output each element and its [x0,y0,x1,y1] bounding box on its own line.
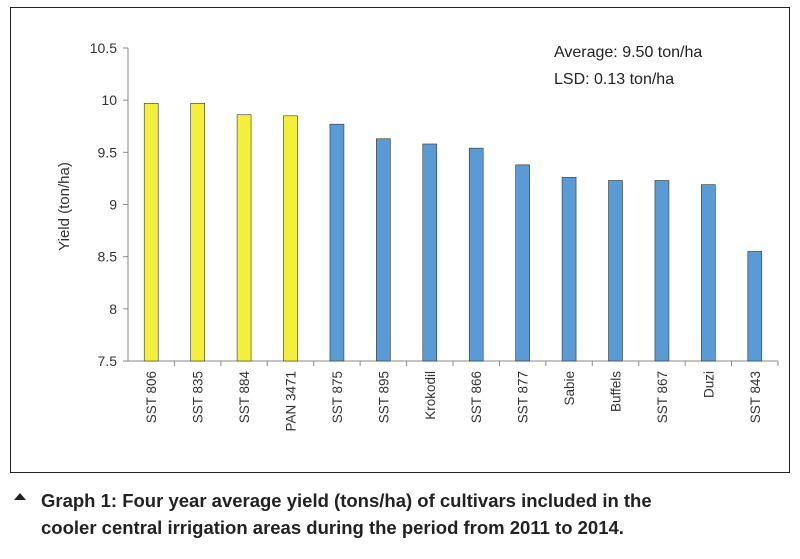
x-tick-label: Sabie [562,371,577,406]
y-tick-label: 9 [109,197,117,213]
y-tick-label: 8.5 [98,249,118,265]
average-annotation: Average: 9.50 ton/ha [554,44,703,61]
bar-8 [468,147,484,362]
y-tick-label: 7.5 [98,353,118,369]
x-tick-label: Buffels [609,371,624,412]
bar-chart: 7.5 8 8.5 9 9.5 10 10.5 Yield (ton/ha) SST 806 SS… [56,40,779,432]
bar-4 [283,115,298,362]
x-tick-label: Krokodil [423,371,438,420]
bar-10 [561,177,577,362]
x-tick-label: Duzi [701,371,716,398]
x-tick-label: SST 835 [191,371,206,423]
x-tick-label: SST 866 [469,371,484,423]
bar-5 [329,123,345,362]
lsd-annotation: LSD: 0.13 ton/ha [554,71,675,88]
x-tick-label: PAN 3471 [284,371,299,432]
y-axis-label: Yield (ton/ha) [56,162,73,251]
x-tick-label: SST 895 [376,371,391,423]
bar-12 [654,180,670,362]
bar-9 [515,164,530,362]
x-tick-label: SST 877 [516,371,531,423]
bar-7 [422,143,438,362]
chart-frame: 7.5 8 8.5 9 9.5 10 10.5 Yield (ton/ha) SST 806 SS… [10,7,790,473]
caption-line-2: cooler central irrigation areas during t… [41,517,624,538]
bar-13 [701,184,716,362]
caret-up-icon [14,493,26,500]
bar-3 [236,114,252,362]
y-tick-label: 10.5 [90,40,117,56]
bar-14 [747,251,763,362]
y-tick-label: 8 [109,301,117,317]
bar-6 [376,138,391,362]
y-tick-label: 9.5 [98,144,118,160]
bar-2 [190,102,205,362]
x-tick-label: SST 867 [655,371,670,423]
x-tick-label: SST 875 [330,371,345,423]
bar-11 [608,180,623,362]
bar-1 [143,102,159,362]
y-tick-label: 10 [101,92,117,108]
x-tick-label: SST 806 [144,371,159,423]
caption-line-1: Graph 1: Four year average yield (tons/h… [41,490,652,511]
x-tick-label: SST 843 [748,371,763,423]
x-tick-label: SST 884 [237,371,252,424]
